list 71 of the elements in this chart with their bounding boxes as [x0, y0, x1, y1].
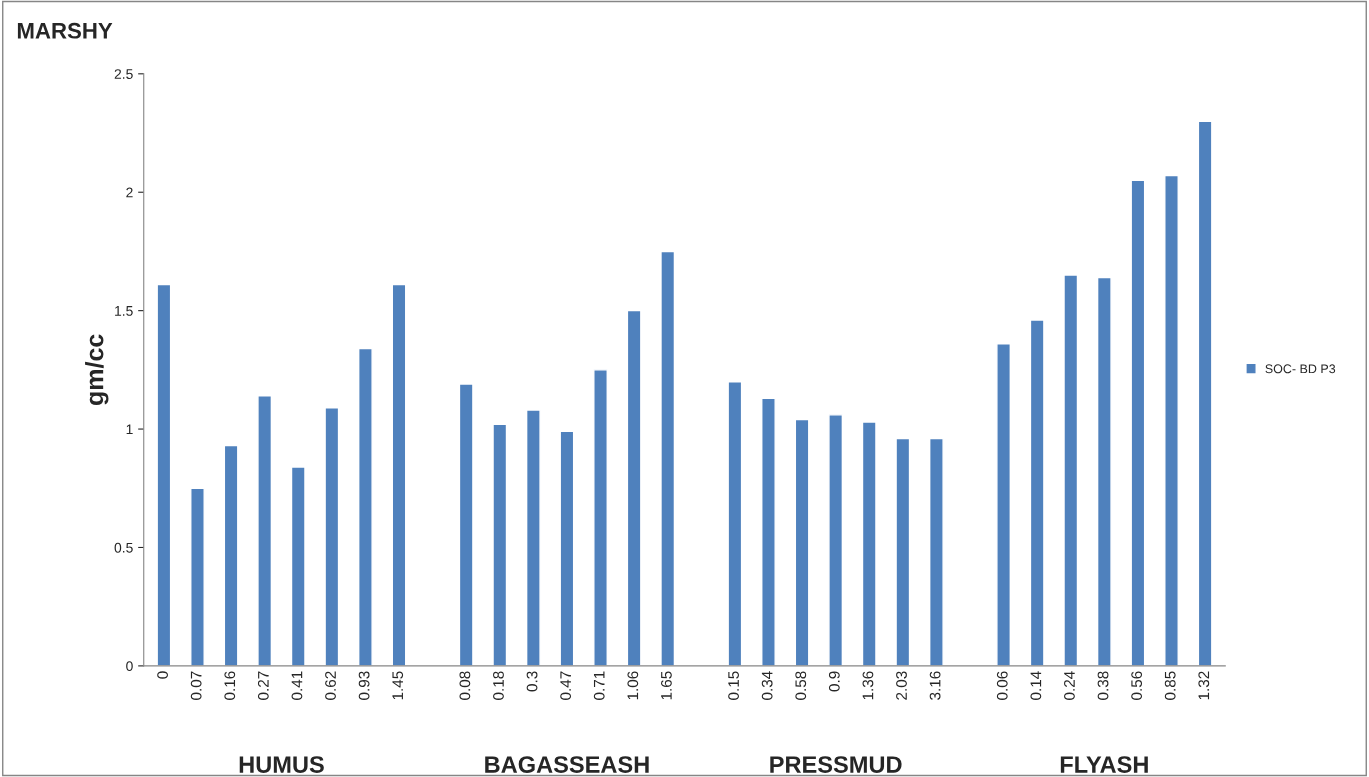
bar — [156, 283, 172, 666]
bar — [761, 397, 776, 666]
bar — [492, 423, 508, 666]
x-tick-label: 0.34 — [761, 671, 773, 700]
x-tick-label: 0 — [157, 671, 168, 679]
bar — [1197, 120, 1213, 666]
bar — [391, 283, 407, 666]
chart-title: MARSHY — [17, 22, 113, 39]
bar — [223, 444, 239, 666]
bar — [525, 409, 541, 666]
bar — [794, 418, 810, 666]
x-tick-label: 0.16 — [224, 671, 236, 700]
text: FLYASH — [1060, 756, 1148, 773]
x-tick-label: 0.24 — [1064, 671, 1075, 700]
x-tick-label: 0.85 — [1164, 671, 1176, 700]
bar — [358, 347, 373, 666]
x-tick-label: 2.03 — [896, 671, 907, 700]
x-tick-label: 0.08 — [459, 671, 471, 700]
text: PRESSMUD — [770, 756, 902, 773]
x-tick-label: 1.06 — [627, 671, 639, 700]
bar — [660, 250, 676, 666]
bar — [190, 487, 205, 666]
x-tick-label: 0.18 — [493, 671, 504, 700]
bar — [324, 407, 340, 666]
y-tick-label: 1.5 — [115, 306, 133, 316]
x-tick-label: 0.93 — [358, 671, 370, 700]
x-tick-label: 0.06 — [996, 671, 1008, 700]
x-tick-label: 1.65 — [660, 671, 672, 700]
text: HUMUS — [239, 756, 324, 773]
bar — [593, 369, 608, 666]
x-tick-label: 0.14 — [1030, 671, 1042, 700]
x-tick-label: 0.07 — [190, 671, 202, 700]
x-tick-label: 1.45 — [392, 671, 404, 700]
x-tick-label: 0.3 — [526, 671, 538, 692]
bar — [895, 437, 911, 666]
x-tick-label: 0.62 — [325, 671, 336, 700]
bar — [626, 309, 642, 666]
bar — [290, 466, 306, 666]
x-tick-label: 1.32 — [1198, 671, 1210, 700]
x-tick-label: 0.41 — [291, 671, 303, 700]
x-tick-label: 0.15 — [728, 671, 739, 700]
x-tick-label: 0.47 — [560, 671, 572, 700]
y-tick-label: 2 — [126, 187, 133, 198]
x-tick-label: 0.9 — [828, 671, 840, 692]
bar — [458, 383, 474, 666]
bar — [257, 395, 273, 666]
x-tick-label: 3.16 — [929, 671, 941, 700]
x-tick-label: 0.38 — [1097, 671, 1109, 700]
x-tick-label: 0.56 — [1131, 671, 1143, 700]
bar — [996, 343, 1011, 666]
y-axis-title: gm/cc — [85, 334, 109, 405]
legend-label: SOC- BD P3 — [1265, 364, 1336, 374]
x-tick-label: 0.58 — [795, 671, 807, 700]
bar — [1096, 276, 1112, 666]
bar — [1063, 274, 1079, 666]
bar — [1164, 174, 1179, 666]
text: BAGASSEASH — [485, 756, 649, 773]
bar — [928, 437, 944, 666]
bar — [727, 380, 743, 666]
x-tick-label: 1.36 — [862, 671, 874, 700]
y-tick-label: 0 — [126, 661, 133, 672]
bar — [559, 430, 575, 666]
bar — [1029, 319, 1045, 666]
bar — [1130, 179, 1146, 666]
x-tick-label: 0.27 — [257, 671, 269, 700]
x-tick-label: 0.71 — [593, 671, 605, 700]
y-tick-label: 1 — [126, 424, 133, 435]
bar — [861, 421, 877, 666]
bar — [828, 414, 844, 666]
y-tick-label: 0.5 — [114, 542, 133, 553]
y-tick-label: 2.5 — [114, 69, 133, 79]
